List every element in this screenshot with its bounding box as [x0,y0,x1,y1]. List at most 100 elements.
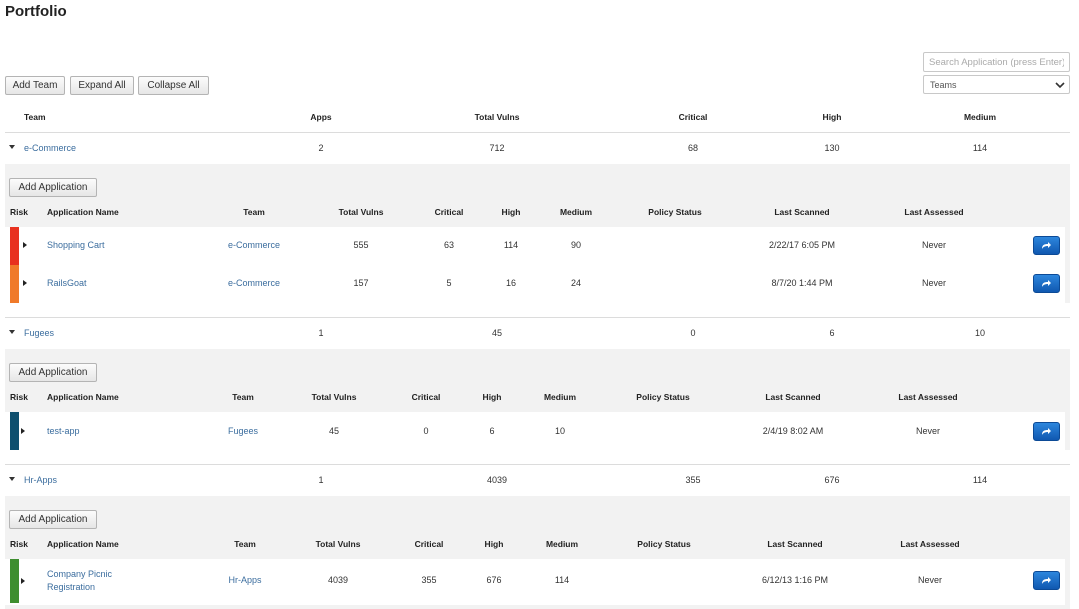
col-header-last-scanned: Last Scanned [767,539,823,549]
col-header-high: High [482,392,502,402]
col-header-policy-status: Policy Status [636,392,690,402]
application-last-assessed: Never [921,240,947,250]
app-row-company-picnic-registration[interactable] [5,559,1065,605]
risk-indicator-medium [10,412,19,450]
share-arrow-icon [1042,428,1051,435]
application-name-link[interactable]: RailsGoat [47,278,87,288]
application-last-scanned: 8/7/20 1:44 PM [771,278,833,288]
application-team-link[interactable]: Hr-Apps [228,575,262,585]
application-last-scanned: 2/4/19 8:02 AM [762,426,824,436]
caret-right-icon[interactable] [23,242,27,248]
team-row-fugees[interactable] [5,318,1070,348]
team-apps: 2 [318,143,324,153]
application-total-vulns: 4039 [327,575,349,585]
risk-indicator-high [10,265,19,303]
risk-indicator-low [10,559,19,603]
team-total-vulns: 45 [491,328,503,338]
team-divider [5,317,1070,318]
share-arrow-icon [1042,280,1051,287]
application-team-link[interactable]: e-Commerce [227,278,281,288]
team-divider [5,464,1070,465]
chevron-down-icon [1055,82,1065,89]
caret-down-icon[interactable] [9,330,15,334]
col-header-medium: Medium [963,112,997,122]
col-header-total-vulns: Total Vulns [474,112,520,122]
application-name-link-line2[interactable]: Registration [47,582,96,592]
team-critical: 0 [690,328,696,338]
team-high: 130 [824,143,840,153]
application-name-link[interactable]: Shopping Cart [47,240,105,250]
col-header-total-vulns: Total Vulns [311,392,357,402]
team-link[interactable]: Fugees [24,328,55,338]
app-row-shopping-cart[interactable] [5,227,1065,265]
col-header-high: High [501,207,521,217]
application-team-link[interactable]: e-Commerce [227,240,281,250]
application-high: 114 [503,240,519,250]
collapse-all-button[interactable]: Collapse All [138,76,209,95]
col-header-risk: Risk [10,539,28,549]
app-row-test-app[interactable] [5,412,1065,450]
col-header-apps: Apps [310,112,332,122]
open-application-button[interactable] [1033,422,1060,441]
share-arrow-icon [1042,577,1051,584]
col-header-last-scanned: Last Scanned [774,207,830,217]
caret-down-icon[interactable] [9,477,15,481]
team-apps: 1 [318,328,324,338]
col-header-policy-status: Policy Status [648,207,702,217]
team-medium: 10 [974,328,986,338]
caret-down-icon[interactable] [9,145,15,149]
col-header-critical: Critical [411,392,441,402]
application-critical: 63 [443,240,455,250]
caret-right-icon[interactable] [21,428,25,434]
col-header-application-name: Application Name [47,392,119,402]
team-filter-select[interactable]: Teams [923,75,1070,94]
team-row-hr-apps[interactable] [5,465,1070,495]
open-application-button[interactable] [1033,571,1060,590]
application-high: 676 [486,575,502,585]
application-last-scanned: 2/22/17 6:05 PM [768,240,836,250]
expand-all-button[interactable]: Expand All [70,76,134,95]
application-total-vulns: 555 [353,240,369,250]
caret-right-icon[interactable] [23,280,27,286]
application-high: 16 [505,278,517,288]
team-filter-value: Teams [930,79,957,90]
header-divider [5,132,1070,133]
search-application-input[interactable] [923,52,1070,72]
col-header-last-assessed: Last Assessed [904,207,964,217]
application-high: 6 [489,426,495,436]
team-link[interactable]: Hr-Apps [24,475,58,485]
col-header-critical: Critical [678,112,708,122]
application-last-scanned: 6/12/13 1:16 PM [761,575,829,585]
col-header-last-scanned: Last Scanned [765,392,821,402]
app-row-railsgoat[interactable] [5,265,1065,303]
application-total-vulns: 157 [353,278,369,288]
col-header-risk: Risk [10,392,28,402]
team-link[interactable]: e-Commerce [24,143,77,153]
application-total-vulns: 45 [328,426,340,436]
col-header-critical: Critical [434,207,464,217]
open-application-button[interactable] [1033,274,1060,293]
open-application-button[interactable] [1033,236,1060,255]
add-application-button[interactable]: Add Application [9,510,97,529]
team-total-vulns: 712 [489,143,505,153]
add-application-button[interactable]: Add Application [9,178,97,197]
col-header-total-vulns: Total Vulns [338,207,384,217]
team-total-vulns: 4039 [486,475,508,485]
team-apps-panel: Add Application Risk Application Name Te… [5,164,1070,303]
application-medium: 10 [554,426,566,436]
application-last-assessed: Never [921,278,947,288]
application-critical: 0 [423,426,429,436]
application-critical: 5 [446,278,452,288]
application-last-assessed: Never [915,426,941,436]
col-header-team: Team [232,392,254,402]
application-name-link[interactable]: Company Picnic [47,569,113,579]
application-name-link[interactable]: test-app [47,426,80,436]
caret-right-icon[interactable] [21,578,25,584]
team-high: 676 [824,475,840,485]
team-row-e-commerce[interactable] [5,133,1070,163]
add-application-button[interactable]: Add Application [9,363,97,382]
add-team-button[interactable]: Add Team [5,76,65,95]
risk-indicator-critical [10,227,19,265]
col-header-medium: Medium [545,539,579,549]
application-team-link[interactable]: Fugees [227,426,259,436]
